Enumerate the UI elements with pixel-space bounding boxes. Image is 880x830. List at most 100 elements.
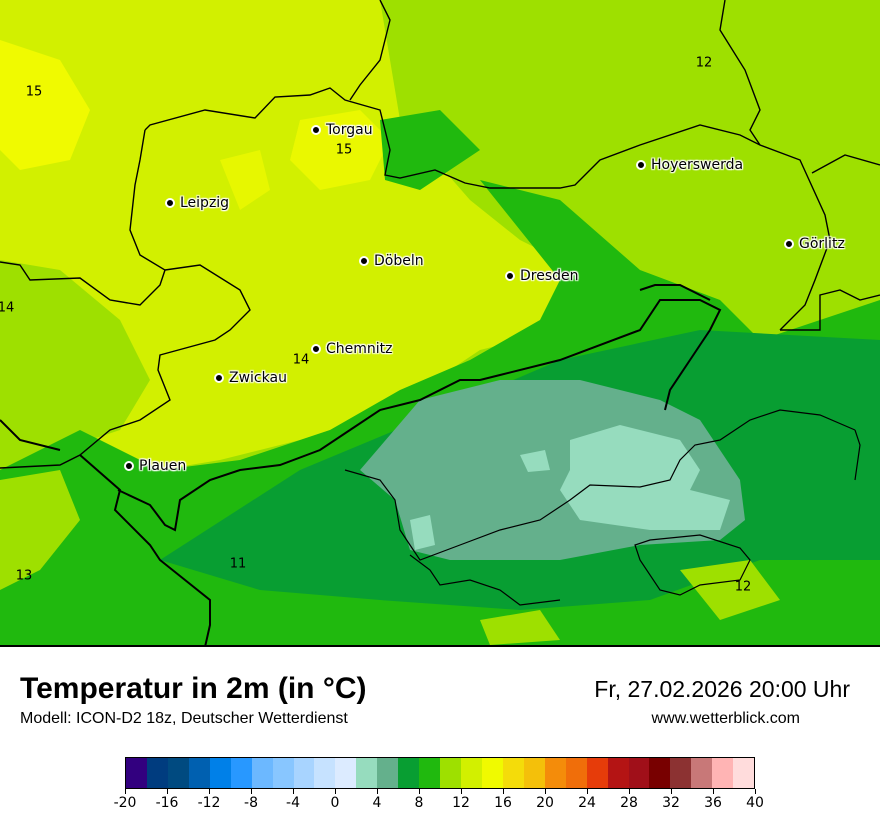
colorbar-segment: [356, 758, 378, 788]
isotherm-label: 14: [0, 300, 15, 316]
colorbar-segment: [335, 758, 357, 788]
colorbar-segment: [502, 758, 524, 788]
colorbar-segment: [188, 758, 210, 788]
city-marker-leipzig: Leipzig: [165, 195, 229, 211]
city-dot-icon: [124, 461, 134, 471]
temperature-field: [0, 0, 880, 645]
colorbar-segment: [314, 758, 336, 788]
colorbar-segment: [649, 758, 671, 788]
colorbar-segment: [230, 758, 252, 788]
colorbar-tick-label: -16: [155, 795, 179, 811]
colorbar-segment: [398, 758, 420, 788]
city-dot-icon: [636, 160, 646, 170]
city-label: Chemnitz: [326, 341, 393, 357]
isotherm-label: 13: [15, 568, 33, 584]
colorbar-segment: [628, 758, 650, 788]
city-marker-hoyerswerda: Hoyerswerda: [636, 157, 743, 173]
colorbar-tick: [376, 789, 378, 794]
colorbar-tick-label: -4: [286, 795, 300, 811]
colorbar-tick: [628, 789, 630, 794]
city-dot-icon: [359, 256, 369, 266]
colorbar-tick-label: 16: [494, 795, 512, 811]
colorbar-segment: [586, 758, 608, 788]
city-label: Plauen: [139, 458, 187, 474]
colorbar-segment: [712, 758, 734, 788]
colorbar-tick: [334, 789, 336, 794]
colorbar-tick-label: 8: [414, 795, 424, 811]
colorbar-segment: [167, 758, 189, 788]
isotherm-label: 15: [335, 142, 353, 158]
colorbar-segment: [272, 758, 294, 788]
isotherm-label: 15: [25, 84, 43, 100]
colorbar-segment: [251, 758, 273, 788]
city-dot-icon: [505, 271, 515, 281]
city-label: Leipzig: [180, 195, 230, 211]
colorbar-segment: [670, 758, 692, 788]
colorbar-segment: [691, 758, 713, 788]
colorbar-tick-label: -12: [197, 795, 221, 811]
website-link[interactable]: www.wetterblick.com: [651, 710, 800, 727]
colorbar-tick-label: 12: [452, 795, 470, 811]
colorbar-segment: [419, 758, 441, 788]
colorbar-tick-label: 32: [662, 795, 680, 811]
colorbar-segment: [293, 758, 315, 788]
city-label: Görlitz: [799, 236, 845, 252]
model-subtitle: Modell: ICON-D2 18z, Deutscher Wetterdie…: [20, 710, 348, 727]
city-dot-icon: [784, 239, 794, 249]
map-title: Temperatur in 2m (in °C): [20, 672, 367, 705]
colorbar-tick-label: -20: [113, 795, 137, 811]
colorbar-tick: [166, 789, 168, 794]
colorbar-tick-label: 40: [746, 795, 764, 811]
city-label: Hoyerswerda: [651, 157, 744, 173]
colorbar-tick: [250, 789, 252, 794]
colorbar-segment: [146, 758, 168, 788]
valid-datetime: Fr, 27.02.2026 20:00 Uhr: [594, 676, 850, 702]
colorbar-tick: [292, 789, 294, 794]
temperature-map: 15 15 12 14 14 13 11 12 Torgau Leipzig H…: [0, 0, 880, 647]
colorbar-segment: [209, 758, 231, 788]
colorbar-tick-label: 28: [620, 795, 638, 811]
city-dot-icon: [214, 373, 224, 383]
isotherm-label: 12: [734, 579, 752, 595]
isotherm-label: 11: [229, 556, 247, 572]
colorbar-segment: [377, 758, 399, 788]
colorbar-tick: [208, 789, 210, 794]
isotherm-label: 12: [695, 55, 713, 71]
colorbar-segment: [544, 758, 566, 788]
city-marker-chemnitz: Chemnitz: [311, 341, 393, 357]
colorbar-segment: [607, 758, 629, 788]
colorbar-tick-label: 20: [536, 795, 554, 811]
city-marker-zwickau: Zwickau: [214, 370, 287, 386]
colorbar-segment: [733, 758, 755, 788]
city-marker-doebeln: Döbeln: [359, 253, 424, 269]
city-label: Dresden: [520, 268, 579, 284]
colorbar-tick: [754, 789, 756, 794]
colorbar-tick: [502, 789, 504, 794]
city-marker-plauen: Plauen: [124, 458, 186, 474]
isotherm-label: 14: [292, 352, 310, 368]
colorbar-tick: [418, 789, 420, 794]
colorbar-tick-label: 36: [704, 795, 722, 811]
colorbar-segment: [461, 758, 482, 788]
city-dot-icon: [311, 125, 321, 135]
colorbar-segment: [523, 758, 545, 788]
colorbar-tick: [712, 789, 714, 794]
colorbar-segment: [565, 758, 587, 788]
colorbar-tick-label: 0: [330, 795, 340, 811]
colorbar-tick: [460, 789, 462, 794]
colorbar-segment: [440, 758, 461, 788]
colorbar-tick: [670, 789, 672, 794]
colorbar-segment: [481, 758, 503, 788]
city-dot-icon: [311, 344, 321, 354]
city-dot-icon: [165, 198, 175, 208]
colorbar-tick-label: 4: [372, 795, 382, 811]
colorbar-ticks: -20 -16 -12 -8 -4 0 4 8 12 16 20 24 28 32 36 40: [114, 789, 764, 819]
city-label: Döbeln: [374, 253, 424, 269]
city-label: Torgau: [326, 122, 373, 138]
city-marker-torgau: Torgau: [311, 122, 373, 138]
city-marker-goerlitz: Görlitz: [784, 236, 845, 252]
colorbar-tick: [586, 789, 588, 794]
colorbar-tick-label: -8: [244, 795, 258, 811]
colorbar: [125, 757, 755, 789]
city-marker-dresden: Dresden: [505, 268, 579, 284]
